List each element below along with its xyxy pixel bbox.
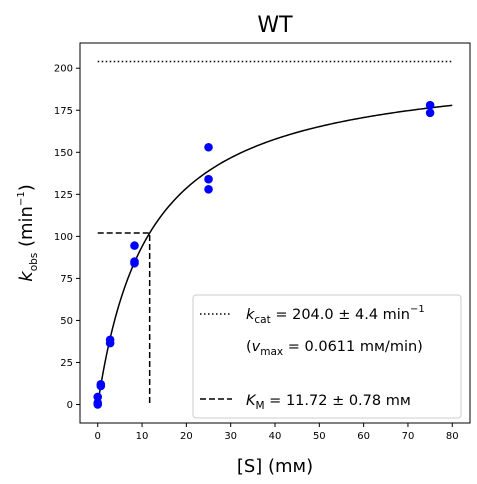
data-point xyxy=(425,100,435,110)
x-tick-label: 80 xyxy=(446,431,459,442)
y-tick-label: 150 xyxy=(54,148,73,159)
data-point xyxy=(105,335,115,345)
y-axis-label: kobs (min−1) xyxy=(16,184,40,281)
x-tick-label: 0 xyxy=(95,431,101,442)
data-point xyxy=(96,380,106,389)
fit-curve xyxy=(96,104,453,405)
data-point xyxy=(130,241,139,250)
x-tick-label: 40 xyxy=(269,431,282,442)
legend-box xyxy=(192,294,462,419)
ticks: 0 10 20 30 40 50 60 70 80 0 25 50 75 100 125 150 175 200 xyxy=(54,64,459,442)
y-tick-label: 0 xyxy=(67,400,73,411)
x-tick-label: 50 xyxy=(313,431,326,442)
legend-entry-km: KM = 11.72 ± 0.78 mм xyxy=(246,393,411,412)
y-tick-label: 50 xyxy=(60,316,73,327)
x-tick-label: 60 xyxy=(357,431,370,442)
data-point xyxy=(204,184,213,194)
data-point xyxy=(93,398,103,408)
y-tick-label: 25 xyxy=(60,358,73,369)
legend-entry-kcat: kcat = 204.0 ± 4.4 min−1 xyxy=(246,304,425,326)
y-tick-label: 200 xyxy=(54,64,73,75)
x-tick-label: 70 xyxy=(402,431,415,442)
data-points xyxy=(93,100,435,409)
y-tick-label: 125 xyxy=(54,190,73,201)
x-axis-label: [S] (mм) xyxy=(237,456,313,477)
x-tick-label: 10 xyxy=(136,431,149,442)
km-line xyxy=(97,232,151,405)
x-tick-label: 30 xyxy=(224,431,237,442)
data-point xyxy=(425,108,435,118)
data-point xyxy=(204,142,213,152)
y-tick-label: 75 xyxy=(60,274,73,285)
series-lines xyxy=(96,60,453,405)
x-tick-label: 20 xyxy=(180,431,193,442)
y-tick-label: 100 xyxy=(54,232,73,243)
data-point xyxy=(130,257,139,266)
data-point xyxy=(93,392,103,402)
chart-title: WT xyxy=(257,13,293,38)
legend-entry-vmax: (vmax = 0.0611 mм/min) xyxy=(246,339,423,358)
y-tick-label: 175 xyxy=(54,106,73,117)
legend: kcat = 204.0 ± 4.4 min−1 (vmax = 0.0611 … xyxy=(192,294,462,419)
data-point xyxy=(204,174,213,184)
